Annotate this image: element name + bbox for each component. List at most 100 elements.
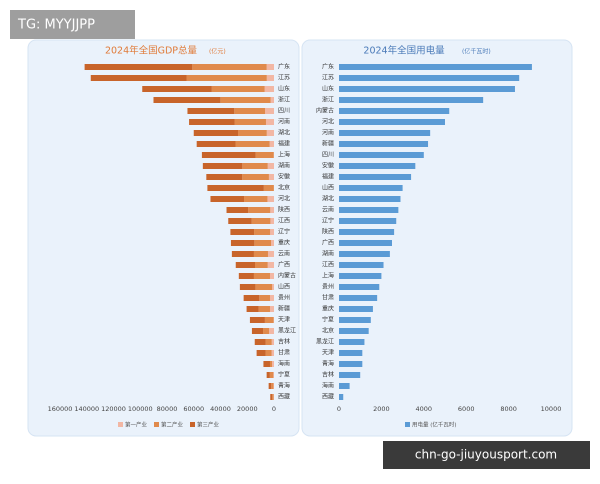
bar [339,64,532,70]
category-label: 广东 [278,63,290,71]
category-label: 河北 [322,118,334,126]
bar [339,163,415,169]
bar [270,229,274,235]
category-label: 四川 [278,108,290,115]
bar [272,284,274,290]
bar [339,328,369,334]
bar [339,229,394,235]
x-tick-label: 160000 [48,405,73,413]
bar [189,119,234,125]
bar [207,185,263,191]
bar [265,108,274,114]
legend-swatch [118,422,123,427]
bar [267,372,270,378]
category-label: 西藏 [278,393,290,401]
bar [202,152,256,158]
x-tick-label: 120000 [101,405,126,413]
x-tick-label: 10000 [541,405,562,413]
bar [266,350,272,356]
bar [197,141,236,147]
category-label: 北京 [278,184,290,192]
category-label: 北京 [322,327,334,335]
bar [252,328,263,334]
bar [270,218,274,224]
category-label: 云南 [322,206,334,214]
legend-swatch [154,422,159,427]
bar [339,284,379,290]
bar [267,196,274,202]
bar [339,97,483,103]
bar [220,97,270,103]
category-label: 黑龙江 [316,338,334,346]
category-label: 宁夏 [278,371,290,379]
bar [234,108,265,114]
bar [272,394,273,400]
bar [272,361,274,367]
x-tick-label: 0 [272,405,276,413]
bar [250,317,265,323]
legend-label: 第二产业 [161,421,184,429]
bar [339,262,384,268]
category-label: 内蒙古 [316,107,334,115]
category-label: 海南 [278,360,290,368]
bar [339,251,390,257]
legend-label: 用电量 (亿千瓦时) [412,421,457,429]
bar [265,317,274,323]
bar [254,273,270,279]
bar [266,119,274,125]
bar [339,240,392,246]
bar [192,64,266,70]
bar [235,141,269,147]
x-tick-label: 4000 [416,405,433,413]
category-label: 甘肃 [278,349,290,357]
category-label: 山西 [322,184,334,192]
chart-subtitle: (亿元) [209,48,226,56]
bar [255,339,266,345]
bar [339,339,364,345]
category-label: 云南 [278,250,290,258]
category-label: 贵州 [278,294,290,302]
category-label: 海南 [322,382,334,390]
category-label: 福建 [278,140,290,148]
chart-title: 2024年全国用电量 [363,45,445,57]
bar [194,130,238,136]
bar [339,75,519,81]
category-label: 上海 [278,151,290,159]
bar [339,152,424,158]
bar [339,185,403,191]
bar [247,306,259,312]
bar [339,361,362,367]
bar [270,141,274,147]
bar [339,295,377,301]
bar [236,262,255,268]
bar [252,218,271,224]
bar [235,119,266,125]
category-label: 上海 [322,272,334,280]
bar [255,284,272,290]
legend-swatch [190,422,195,427]
bar [339,317,371,323]
bar [257,350,266,356]
bar [268,163,274,169]
bar [264,185,274,191]
category-label: 安徽 [278,173,290,181]
bar [266,339,272,345]
bar [242,163,267,169]
bar [339,174,411,180]
bar [269,328,274,334]
bar [271,240,274,246]
bar [206,174,242,180]
bar [339,207,398,213]
bar [270,273,274,279]
bar [85,64,193,70]
bar [269,174,274,180]
x-tick-label: 80000 [157,405,178,413]
bar [267,75,274,81]
bar [263,361,270,367]
bar [270,306,274,312]
bar [270,361,272,367]
watermark: TG: MYYJJPP [17,18,95,33]
chart-title: 2024年全国GDP总量 [105,45,198,57]
category-label: 湖北 [322,195,334,203]
category-label: 天津 [322,350,334,357]
